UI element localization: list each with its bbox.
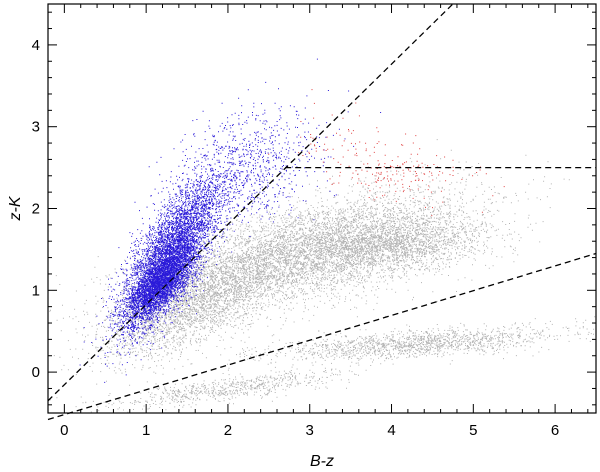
x-axis-label: B-z (310, 453, 334, 470)
y-tick-label: 3 (32, 119, 40, 136)
x-tick-label: 1 (142, 422, 150, 439)
y-tick-label: 0 (32, 364, 40, 381)
x-tick-label: 5 (469, 422, 477, 439)
axis-ticks: 0 1 2 3 4 5 6 0 1 2 3 4 (32, 4, 596, 439)
lower-diagonal-dashed-line (47, 252, 597, 421)
y-axis-label: z-K (7, 195, 24, 221)
x-tick-label: 3 (306, 422, 314, 439)
series-1-point-cloud (79, 58, 382, 383)
series-1-points (79, 58, 382, 383)
series-0-points (49, 139, 596, 413)
y-tick-label: 2 (32, 201, 40, 218)
series-0-point-cloud (49, 139, 596, 413)
x-tick-label: 4 (387, 422, 395, 439)
y-tick-label: 1 (32, 282, 40, 299)
scatter-points (49, 58, 596, 413)
x-tick-label: 0 (60, 422, 68, 439)
upper-diagonal-dashed-line (47, 3, 454, 402)
x-tick-label: 2 (224, 422, 232, 439)
selection-lines (47, 3, 597, 421)
x-tick-label: 6 (551, 422, 559, 439)
y-tick-label: 4 (32, 37, 40, 54)
